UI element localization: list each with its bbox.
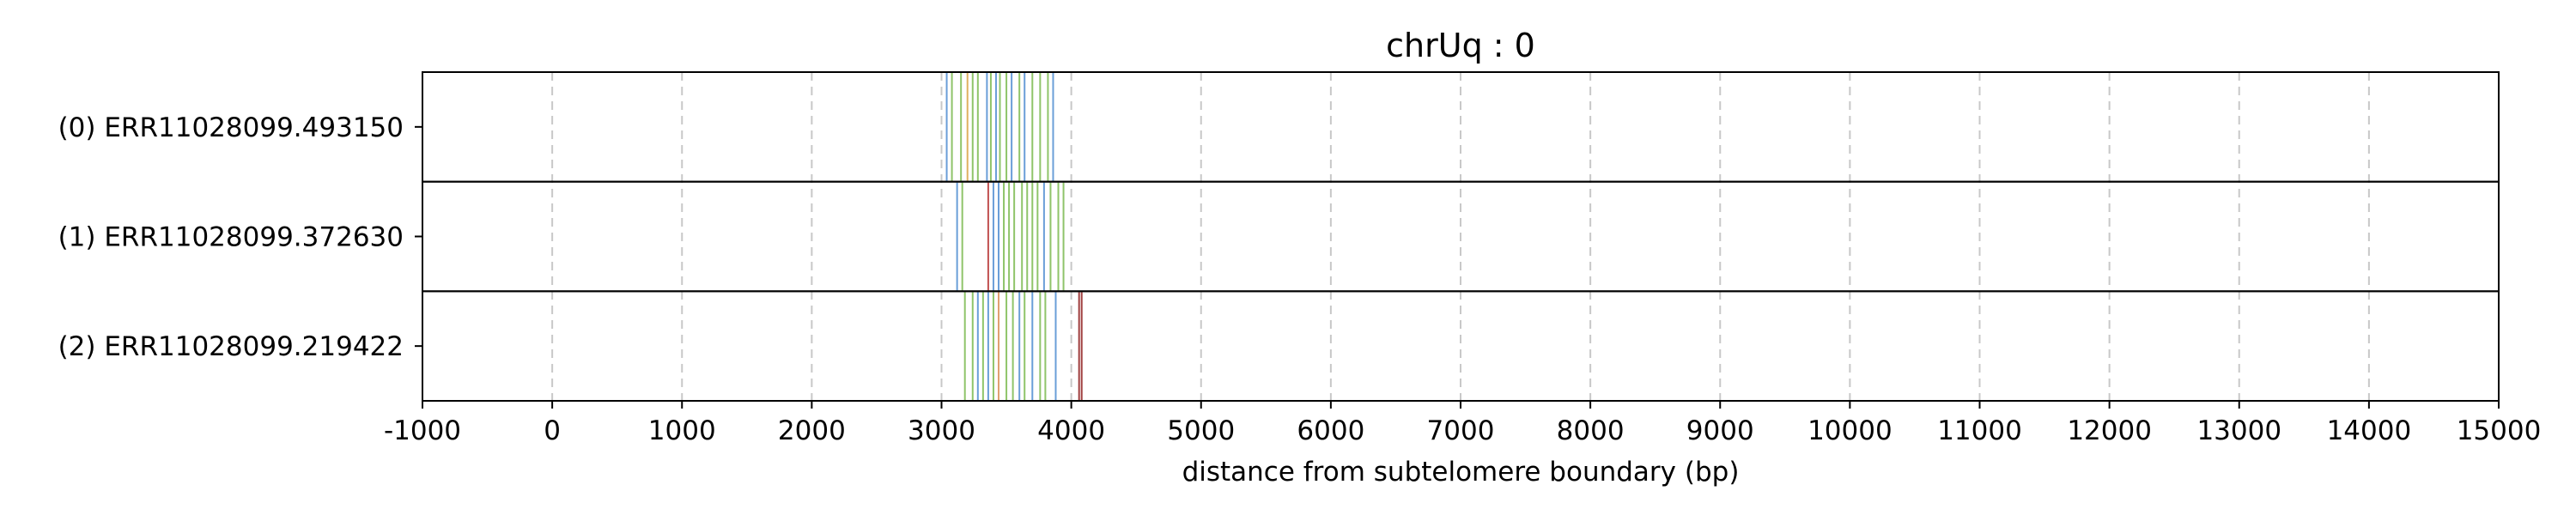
row-label: (0) ERR11028099.493150 [58,112,404,143]
x-tick-label: 6000 [1297,415,1364,446]
x-tick-label: 13000 [2196,415,2281,446]
x-tick-label: 7000 [1427,415,1495,446]
marks-layer [945,73,1083,400]
x-tick-label: 11000 [1937,415,2022,446]
x-tick-label: 9000 [1686,415,1754,446]
x-tick-label: 5000 [1167,415,1235,446]
x-tick-label: 14000 [2327,415,2412,446]
x-tick-label: 1000 [648,415,716,446]
x-tick-label: 3000 [908,415,975,446]
frame-layer [415,71,2500,409]
grid-layer [422,72,2500,401]
x-tick-label: 4000 [1037,415,1105,446]
x-tick-label: 15000 [2457,415,2542,446]
x-tick-label: 0 [544,415,561,446]
x-tick-label: 12000 [2067,415,2152,446]
x-tick-label: 8000 [1557,415,1625,446]
row-label: (1) ERR11028099.372630 [58,222,404,253]
x-axis-label: distance from subtelomere boundary (bp) [1182,457,1740,488]
row-label: (2) ERR11028099.219422 [58,331,404,362]
x-tick-label: -1000 [384,415,461,446]
chart-title: chrUq : 0 [1386,27,1535,64]
x-tick-label: 2000 [778,415,846,446]
labels-layer: -1000 0 1000 2000 3000 4000 5000 6000 7000 8000 90… [58,112,2542,446]
x-tick-label: 10000 [1807,415,1893,446]
